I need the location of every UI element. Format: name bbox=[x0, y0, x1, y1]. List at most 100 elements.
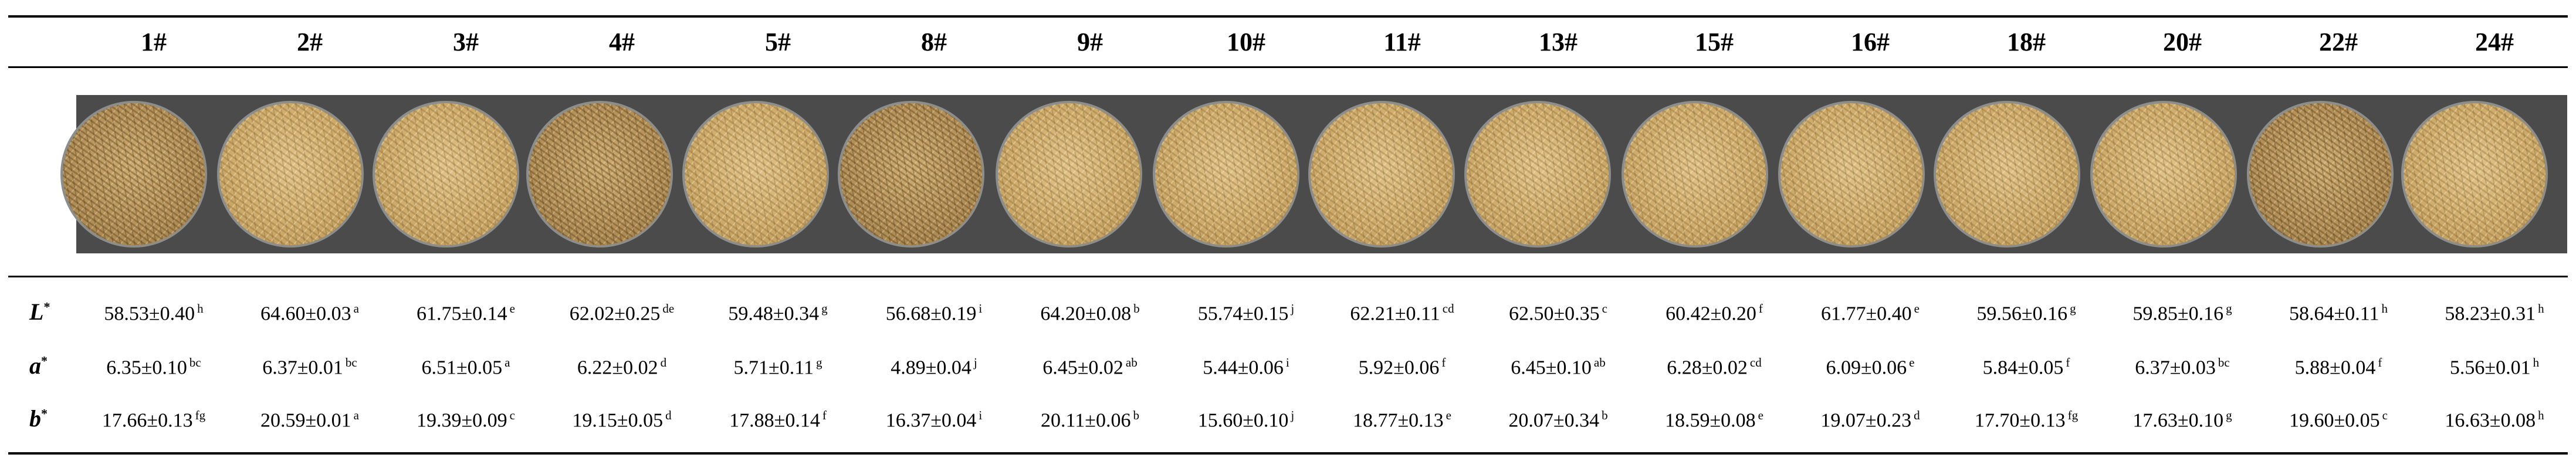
petri-dish-13 bbox=[1464, 101, 1611, 248]
sample-header-15: 15# bbox=[1695, 28, 1734, 56]
mean-sd-value: 55.74±0.15 bbox=[1197, 303, 1289, 325]
significance-letter: f bbox=[1441, 355, 1446, 370]
significance-letter: ab bbox=[1593, 355, 1606, 370]
mean-sd-value: 6.22±0.02 bbox=[577, 357, 658, 379]
mean-sd-value: 56.68±0.19 bbox=[885, 303, 977, 325]
row-label-text: L bbox=[29, 299, 44, 325]
mean-sd-value: 59.85±0.16 bbox=[2132, 303, 2224, 325]
value-cell: 16.63±0.08 h bbox=[2416, 408, 2572, 432]
mean-sd-value: 5.44±0.06 bbox=[1203, 357, 1284, 379]
significance-letter: cd bbox=[1442, 301, 1454, 316]
table-bottom-rule bbox=[8, 452, 2568, 455]
value-cell: 55.74±0.15 j bbox=[1168, 301, 1324, 325]
significance-letter: d bbox=[660, 355, 667, 370]
significance-letter: f bbox=[1758, 301, 1763, 316]
sample-header-row: 1# 2# 3# 4# 5# 8# 9# 10# 11# 13# 15# 16# 18# 20# 22# 24… bbox=[0, 18, 2576, 66]
mean-sd-value: 62.02±0.25 bbox=[569, 303, 661, 325]
value-cell: 19.60±0.05 c bbox=[2260, 408, 2416, 432]
significance-letter: b bbox=[1602, 408, 1608, 422]
mean-sd-value: 5.56±0.01 bbox=[2449, 357, 2531, 379]
value-cell: 6.09±0.06 e bbox=[1792, 355, 1948, 379]
value-cell: 17.66±0.13 fg bbox=[76, 408, 232, 432]
mean-sd-value: 58.64±0.11 bbox=[2289, 303, 2379, 325]
mean-sd-value: 15.60±0.10 bbox=[1197, 409, 1289, 432]
significance-letter: c bbox=[509, 408, 515, 422]
petri-dish-24 bbox=[2401, 101, 2548, 248]
value-cell: 19.39±0.09 c bbox=[388, 408, 544, 432]
sample-header-5: 5# bbox=[765, 28, 791, 56]
significance-letter: j bbox=[973, 355, 977, 370]
value-cell: 56.68±0.19 i bbox=[856, 301, 1012, 325]
petri-dish-4 bbox=[526, 101, 673, 248]
significance-letter: h bbox=[2533, 355, 2540, 370]
value-cell: 16.37±0.04 i bbox=[856, 408, 1012, 432]
petri-dish-9 bbox=[996, 101, 1142, 248]
significance-letter: b bbox=[1133, 301, 1140, 316]
mean-sd-value: 16.37±0.04 bbox=[885, 409, 977, 432]
significance-letter: ab bbox=[1125, 355, 1138, 370]
mean-sd-value: 19.07±0.23 bbox=[1820, 409, 1912, 432]
value-cell: 18.59±0.08 e bbox=[1636, 408, 1792, 432]
value-cell: 19.07±0.23 d bbox=[1792, 408, 1948, 432]
significance-letter: h bbox=[2381, 301, 2388, 316]
significance-letter: g bbox=[815, 355, 822, 370]
significance-letter: j bbox=[1291, 408, 1295, 422]
significance-letter: a bbox=[353, 301, 359, 316]
petri-dish-3 bbox=[373, 101, 519, 248]
value-cell: 62.02±0.25 de bbox=[544, 301, 700, 325]
petri-dish-10 bbox=[1153, 101, 1299, 248]
value-cell: 5.88±0.04 f bbox=[2260, 355, 2416, 379]
mean-sd-value: 5.71±0.11 bbox=[733, 357, 814, 379]
mean-sd-value: 17.88±0.14 bbox=[729, 409, 820, 432]
significance-letter: i bbox=[1285, 355, 1289, 370]
sample-header-16: 16# bbox=[1851, 28, 1890, 56]
value-cell: 5.56±0.01 h bbox=[2416, 355, 2572, 379]
sample-header-1: 1# bbox=[141, 28, 167, 56]
mean-sd-value: 60.42±0.20 bbox=[1666, 303, 1756, 325]
value-cell: 6.28±0.02 cd bbox=[1636, 355, 1792, 379]
value-cell: 62.21±0.11 cd bbox=[1324, 301, 1480, 325]
mean-sd-value: 18.77±0.13 bbox=[1353, 409, 1444, 432]
mean-sd-value: 6.37±0.01 bbox=[262, 357, 343, 379]
petri-dish-11 bbox=[1308, 101, 1455, 248]
mean-sd-value: 59.48±0.34 bbox=[728, 303, 820, 325]
sample-header-18: 18# bbox=[2007, 28, 2046, 56]
significance-letter: c bbox=[1602, 301, 1607, 316]
petri-dish-22 bbox=[2247, 101, 2394, 248]
value-cell: 64.60±0.03 a bbox=[232, 301, 388, 325]
value-cell: 64.20±0.08 b bbox=[1012, 301, 1168, 325]
significance-letter: j bbox=[1291, 301, 1295, 316]
mean-sd-value: 17.66±0.13 bbox=[101, 409, 193, 432]
value-cell: 6.51±0.05 a bbox=[388, 355, 544, 379]
mean-sd-value: 6.45±0.10 bbox=[1511, 357, 1592, 379]
petri-dish-2 bbox=[217, 101, 364, 248]
sample-header-20: 20# bbox=[2163, 28, 2202, 56]
significance-letter: g bbox=[821, 301, 828, 316]
significance-letter: e bbox=[509, 301, 515, 316]
significance-letter: fg bbox=[195, 408, 206, 422]
value-cell: 6.45±0.10 ab bbox=[1480, 355, 1636, 379]
significance-letter: cd bbox=[1749, 355, 1762, 370]
sample-header-2: 2# bbox=[297, 28, 323, 56]
mean-sd-value: 16.63±0.08 bbox=[2445, 409, 2536, 432]
significance-letter: h bbox=[2538, 301, 2544, 316]
mean-sd-value: 5.88±0.04 bbox=[2294, 357, 2376, 379]
significance-letter: b bbox=[1133, 408, 1139, 422]
significance-letter: bc bbox=[189, 355, 201, 370]
significance-letter: e bbox=[1909, 355, 1915, 370]
significance-letter: e bbox=[1446, 408, 1451, 422]
significance-letter: g bbox=[2226, 408, 2232, 422]
significance-letter: e bbox=[1758, 408, 1763, 422]
value-cell: 58.23±0.31 h bbox=[2416, 301, 2572, 325]
mean-sd-value: 20.59±0.01 bbox=[260, 409, 351, 432]
value-cell: 5.84±0.05 f bbox=[1948, 355, 2104, 379]
value-cell: 15.60±0.10 j bbox=[1168, 408, 1324, 432]
value-cell: 4.89±0.04 j bbox=[856, 355, 1012, 379]
sample-header-10: 10# bbox=[1227, 28, 1265, 56]
oat-sample-photo-strip bbox=[60, 95, 2567, 253]
significance-letter: f bbox=[2066, 355, 2070, 370]
value-cell: 5.71±0.11 g bbox=[700, 355, 856, 379]
value-cell: 59.85±0.16 g bbox=[2104, 301, 2260, 325]
row-label-text: b bbox=[29, 405, 41, 432]
value-cell: 58.53±0.40 h bbox=[76, 301, 232, 325]
